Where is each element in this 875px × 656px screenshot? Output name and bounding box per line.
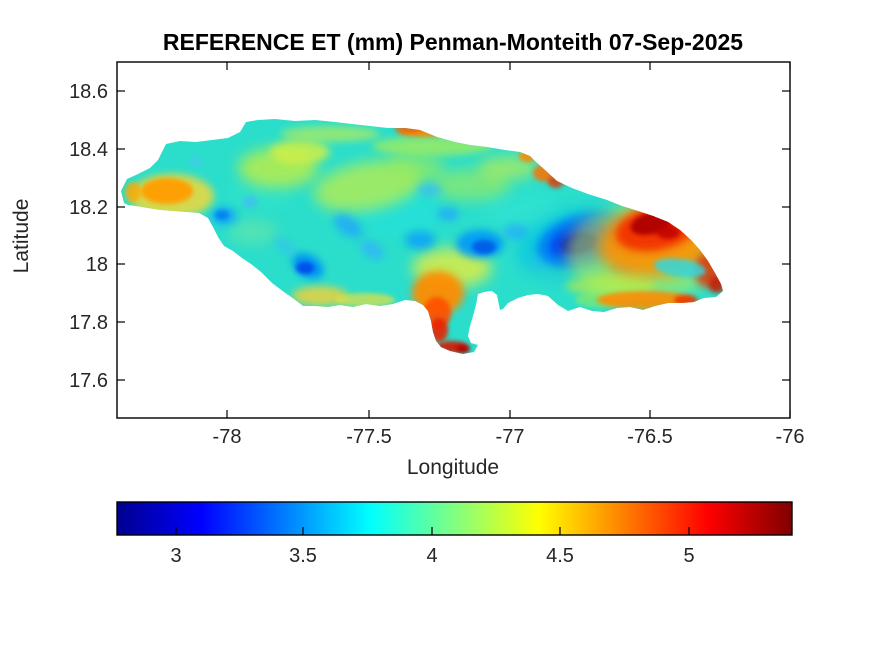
et-blob — [654, 258, 706, 278]
et-blob — [360, 240, 384, 260]
x-tick-label: -77.5 — [346, 426, 392, 448]
et-blob — [275, 237, 295, 255]
et-blob-north-coast — [519, 150, 537, 162]
et-field-map — [121, 119, 723, 354]
x-tick-label: -76.5 — [627, 426, 673, 448]
et-blob — [482, 186, 558, 230]
x-tick-label: -76 — [776, 426, 805, 448]
et-blob — [228, 220, 278, 244]
et-blob — [478, 156, 538, 180]
et-blob — [418, 183, 442, 197]
et-blob — [215, 210, 229, 220]
y-tick-label: 17.8 — [69, 312, 108, 334]
colorbar-gradient — [117, 502, 792, 535]
y-tick-label: 18.6 — [69, 81, 108, 103]
et-blob-east-tip — [709, 277, 723, 293]
et-blob-southeast-coast — [674, 295, 698, 305]
et-blob — [437, 207, 459, 221]
x-tick-label: -78 — [213, 426, 242, 448]
et-blob-north-coast — [394, 125, 422, 133]
colorbar-outline — [116, 501, 793, 536]
x-tick-label: -77 — [496, 426, 525, 448]
x-axis-label: Longitude — [407, 456, 499, 479]
et-blob — [333, 214, 363, 238]
et-blob — [385, 154, 445, 182]
colorbar-tick-label: 3 — [170, 545, 181, 567]
et-blob — [335, 293, 395, 307]
y-tick-label: 18.4 — [69, 139, 108, 161]
et-blob — [472, 240, 496, 254]
y-tick-label: 18.2 — [69, 197, 108, 219]
et-blob-south-bulge — [430, 318, 448, 342]
colorbar-tick-label: 4.5 — [546, 545, 574, 567]
colorbar: 3 3.5 4 4.5 5 — [116, 501, 793, 567]
colorbar-tick-label: 3.5 — [289, 545, 317, 567]
y-tick-label: 18 — [86, 254, 108, 276]
et-blob — [296, 262, 314, 274]
et-blob — [270, 140, 330, 164]
plot-title: REFERENCE ET (mm) Penman-Monteith 07-Sep… — [163, 29, 743, 55]
y-tick-label: 17.6 — [69, 370, 108, 392]
et-blob — [405, 231, 435, 249]
et-blob — [292, 286, 348, 306]
et-blob-south-bulge — [412, 271, 464, 315]
colorbar-tick-label: 5 — [683, 545, 694, 567]
colorbar-tick-label: 4 — [426, 545, 437, 567]
et-blob — [189, 157, 203, 167]
et-blob-north-coast — [548, 176, 564, 188]
et-blob-east-hotspot — [656, 225, 680, 239]
et-blob-west-tip — [125, 182, 141, 202]
et-blob — [503, 224, 529, 240]
et-blob-west-tip — [141, 178, 193, 204]
y-axis-label: Latitude — [10, 199, 33, 274]
et-blob-portland-hook — [456, 345, 470, 353]
axes-box — [116, 61, 791, 419]
et-blob — [372, 136, 492, 156]
et-blob — [280, 126, 380, 142]
et-blob — [242, 196, 258, 208]
